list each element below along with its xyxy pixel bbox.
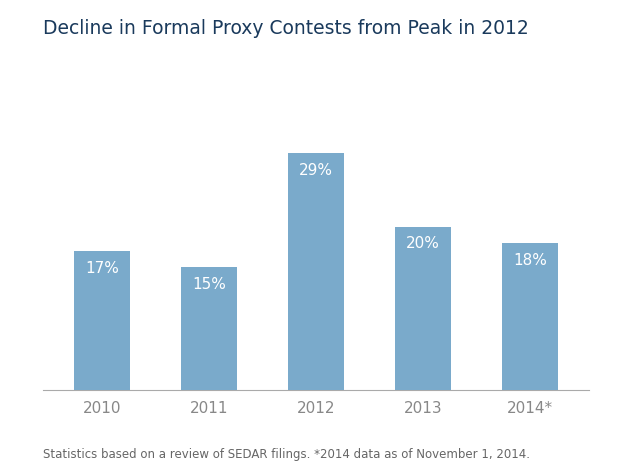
Text: 29%: 29% [299,163,333,178]
Text: 17%: 17% [86,261,119,276]
Bar [288,153,344,390]
Bar [502,243,558,390]
Bar [396,227,451,390]
Text: 18%: 18% [513,253,547,268]
Text: Decline in Formal Proxy Contests from Peak in 2012: Decline in Formal Proxy Contests from Pe… [43,19,529,38]
Text: Statistics based on a review of SEDAR filings. *2014 data as of November 1, 2014: Statistics based on a review of SEDAR fi… [43,448,530,461]
Text: 20%: 20% [406,237,440,251]
Bar [182,267,237,389]
Text: 15%: 15% [192,277,226,292]
Bar [74,251,130,390]
